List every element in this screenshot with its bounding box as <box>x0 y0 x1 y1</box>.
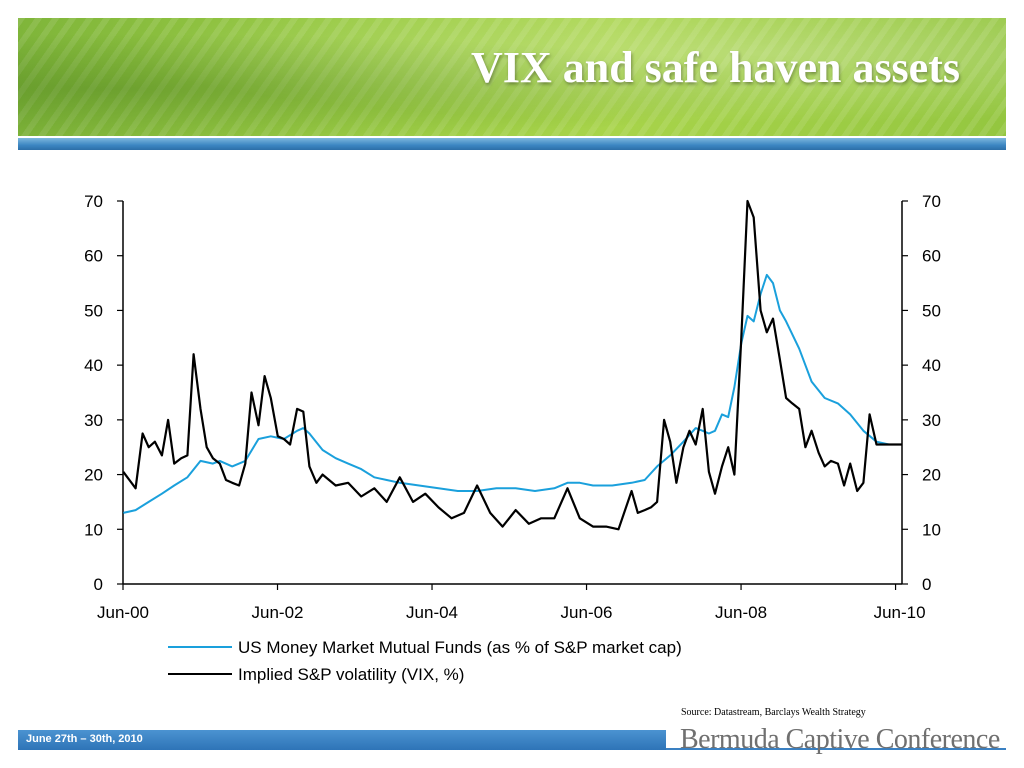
y-tick-label-left: 20 <box>84 466 103 485</box>
footer-date: June 27th – 30th, 2010 <box>26 733 143 745</box>
x-tick-label: Jun-06 <box>561 603 613 622</box>
y-tick-label-left: 0 <box>94 575 103 594</box>
banner-flag-graphic <box>18 18 1006 136</box>
header-divider <box>18 138 1006 150</box>
y-tick-label-left: 70 <box>84 192 103 211</box>
line-chart: 0 10 20 30 40 50 60 70 0 10 20 30 40 50 60 70 Jun-00 Jun-… <box>84 192 941 684</box>
x-tick-label: Jun-02 <box>252 603 304 622</box>
y-tick-label-right: 30 <box>922 411 941 430</box>
banner-texture <box>18 18 1006 136</box>
x-tick-label: Jun-10 <box>874 603 926 622</box>
series-line-vix <box>122 199 902 531</box>
y-tick-label-left: 10 <box>84 520 103 539</box>
source-note: Source: Datastream, Barclays Wealth Stra… <box>681 707 866 718</box>
y-tick-label-right: 0 <box>922 575 931 594</box>
y-tick-label-left: 30 <box>84 411 103 430</box>
y-tick-label-right: 20 <box>922 466 941 485</box>
legend-label-money-market: US Money Market Mutual Funds (as % of S&… <box>238 638 682 657</box>
header-banner: VIX and safe haven assets <box>18 18 1006 136</box>
y-tick-label-right: 10 <box>922 520 941 539</box>
footer-rule <box>666 748 1006 750</box>
y-tick-label-right: 50 <box>922 301 941 320</box>
legend-label-vix: Implied S&P volatility (VIX, %) <box>238 665 464 684</box>
y-tick-label-left: 50 <box>84 301 103 320</box>
series-line-money-market <box>123 273 902 514</box>
x-tick-label: Jun-04 <box>406 603 458 622</box>
page-title: VIX and safe haven assets <box>471 43 960 92</box>
y-tick-label-left: 40 <box>84 356 103 375</box>
x-tick-label: Jun-08 <box>715 603 767 622</box>
x-tick-label: Jun-00 <box>97 603 149 622</box>
y-tick-label-right: 70 <box>922 192 941 211</box>
conference-logo: Bermuda Captive Conference <box>680 724 1000 755</box>
y-tick-label-right: 40 <box>922 356 941 375</box>
y-tick-label-left: 60 <box>84 247 103 266</box>
y-tick-label-right: 60 <box>922 247 941 266</box>
footer-bar: June 27th – 30th, 2010 <box>18 730 666 750</box>
